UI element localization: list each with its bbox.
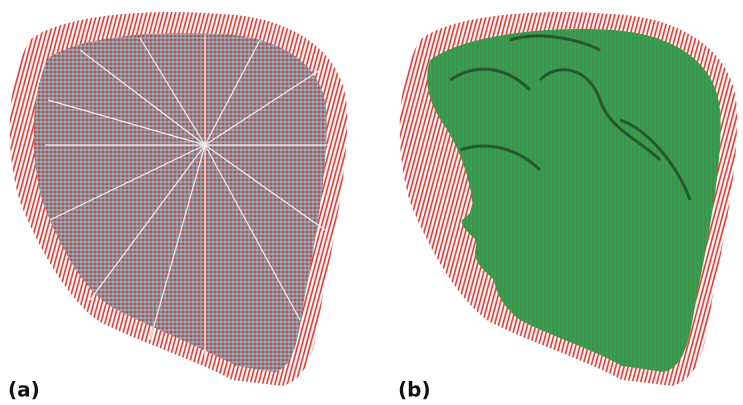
panel-label: (a) <box>8 378 40 402</box>
figure: (a) (b) <box>0 0 743 405</box>
panel-b-image <box>400 12 737 386</box>
panel-a-image <box>10 12 347 386</box>
panel-label: (b) <box>398 378 431 402</box>
